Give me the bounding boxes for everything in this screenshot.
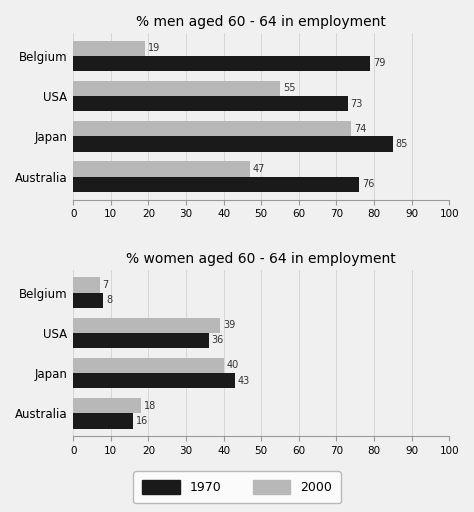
Text: 74: 74 — [355, 124, 367, 134]
Text: 8: 8 — [106, 295, 112, 305]
Text: 55: 55 — [283, 83, 295, 94]
Bar — [73, 56, 370, 71]
Title: % men aged 60 - 64 in employment: % men aged 60 - 64 in employment — [136, 15, 386, 29]
Text: 40: 40 — [227, 360, 239, 371]
Text: 16: 16 — [137, 416, 149, 426]
Text: 79: 79 — [373, 58, 386, 69]
Text: 76: 76 — [362, 179, 374, 189]
Bar — [73, 96, 347, 112]
Bar — [73, 373, 235, 389]
Text: 7: 7 — [102, 280, 109, 290]
Bar — [73, 277, 100, 292]
Bar — [73, 358, 224, 373]
Legend: 1970, 2000: 1970, 2000 — [133, 471, 341, 503]
Bar — [73, 398, 141, 413]
Text: 85: 85 — [396, 139, 408, 149]
Bar — [73, 81, 280, 96]
Text: 73: 73 — [351, 99, 363, 109]
Bar — [73, 292, 103, 308]
Bar — [73, 40, 145, 56]
Bar — [73, 177, 359, 192]
Text: 47: 47 — [253, 164, 265, 174]
Text: 18: 18 — [144, 401, 156, 411]
Text: 36: 36 — [211, 335, 224, 346]
Bar — [73, 333, 209, 348]
Bar — [73, 413, 133, 429]
Text: 39: 39 — [223, 320, 235, 330]
Text: 19: 19 — [147, 43, 160, 53]
Text: 43: 43 — [238, 376, 250, 386]
Bar — [73, 121, 351, 136]
Bar — [73, 136, 393, 152]
Title: % women aged 60 - 64 in employment: % women aged 60 - 64 in employment — [126, 252, 396, 266]
Bar — [73, 161, 250, 177]
Bar — [73, 317, 220, 333]
